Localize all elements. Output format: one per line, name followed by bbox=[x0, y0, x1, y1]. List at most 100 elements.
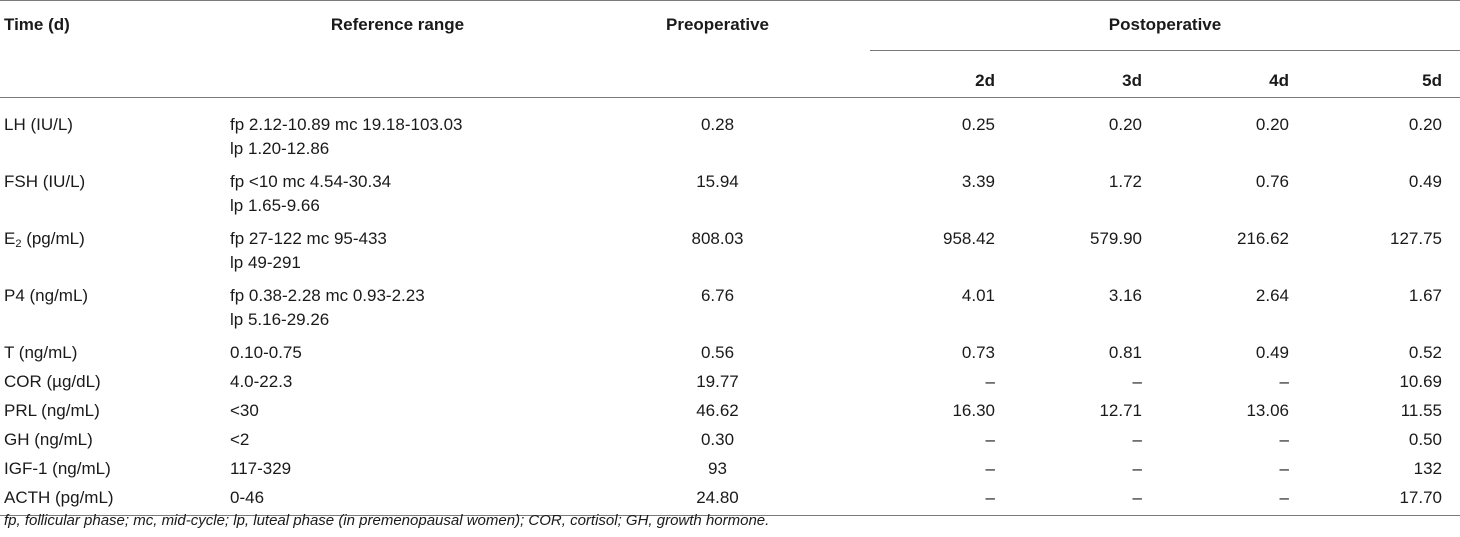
row-reference-range: fp 2.12-10.89 mc 19.18-103.03 lp 1.20-12… bbox=[230, 98, 565, 171]
ref-line: lp 5.16-29.26 bbox=[230, 310, 330, 329]
row-day-2: 16.30 bbox=[952, 401, 995, 420]
row-day-2: – bbox=[870, 486, 1017, 516]
row-preoperative: 24.80 bbox=[565, 486, 870, 516]
row-day-2: – bbox=[985, 459, 995, 478]
row-name: LH (IU/L) bbox=[4, 115, 73, 134]
table-row: COR (µg/dL) 4.0-22.3 19.77 – – – 10.69 bbox=[0, 370, 1460, 399]
name-prefix: E bbox=[4, 229, 16, 248]
row-day-2: 958.42 bbox=[943, 229, 995, 248]
row-day-4: 216.62 bbox=[1237, 229, 1289, 248]
row-day-5: 11.55 bbox=[1400, 401, 1442, 420]
header-preoperative: Preoperative bbox=[565, 0, 870, 51]
row-day-3: 579.90 bbox=[1090, 229, 1142, 248]
header-blank bbox=[230, 50, 565, 98]
row-day-3: 0.81 bbox=[1108, 343, 1142, 362]
row-reference-range: fp 0.38-2.28 mc 0.93-2.23 lp 5.16-29.26 bbox=[230, 284, 565, 341]
row-day-3: – bbox=[1132, 372, 1142, 391]
row-name: GH (ng/mL) bbox=[4, 430, 93, 449]
ref-line: lp 49-291 bbox=[230, 253, 301, 272]
row-day-5: 10.69 bbox=[1399, 372, 1442, 391]
row-day-4: – bbox=[1279, 372, 1289, 391]
ref-line: fp <10 mc 4.54-30.34 bbox=[230, 172, 392, 191]
row-day-4: 0.20 bbox=[1255, 115, 1289, 134]
row-day-5: 0.50 bbox=[1408, 430, 1442, 449]
row-day-4: – bbox=[1279, 459, 1289, 478]
row-day-2: 0.73 bbox=[961, 343, 995, 362]
table-row: FSH (IU/L) fp <10 mc 4.54-30.34 lp 1.65-… bbox=[0, 170, 1460, 227]
row-reference-range: 4.0-22.3 bbox=[230, 372, 293, 391]
header-day-2: 2d bbox=[870, 50, 1017, 98]
row-preoperative: 808.03 bbox=[691, 229, 744, 248]
row-day-3: – bbox=[1132, 459, 1142, 478]
table-footnote: fp, follicular phase; mc, mid-cycle; lp,… bbox=[4, 512, 770, 529]
table-row: GH (ng/mL) <2 0.30 – – – 0.50 bbox=[0, 428, 1460, 457]
header-blank bbox=[565, 50, 870, 98]
row-day-5: 132 bbox=[1413, 459, 1442, 478]
row-reference-range: <30 bbox=[230, 401, 259, 420]
row-day-4: 2.64 bbox=[1255, 286, 1289, 305]
row-name: COR (µg/dL) bbox=[4, 372, 101, 391]
table-row: ACTH (pg/mL) 0-46 24.80 – – – 17.70 bbox=[0, 486, 1460, 516]
header-blank bbox=[0, 50, 230, 98]
ref-line: fp 0.38-2.28 mc 0.93-2.23 bbox=[230, 286, 425, 305]
ref-line: fp 2.12-10.89 mc 19.18-103.03 bbox=[230, 115, 463, 134]
row-day-5: 0.20 bbox=[1408, 115, 1442, 134]
header-time: Time (d) bbox=[0, 0, 230, 51]
row-reference-range: fp 27-122 mc 95-433 lp 49-291 bbox=[230, 227, 565, 284]
row-day-5: 17.70 bbox=[1311, 486, 1460, 516]
row-day-3: 1.72 bbox=[1108, 172, 1142, 191]
row-preoperative: 0.28 bbox=[700, 115, 735, 134]
row-day-3: 12.71 bbox=[1099, 401, 1142, 420]
row-day-2: 4.01 bbox=[961, 286, 995, 305]
row-preoperative: 0.56 bbox=[700, 343, 735, 362]
row-name: P4 (ng/mL) bbox=[4, 286, 89, 305]
header-day-4: 4d bbox=[1164, 50, 1311, 98]
row-day-2: – bbox=[985, 430, 995, 449]
row-preoperative: 0.30 bbox=[700, 430, 735, 449]
header-day-5: 5d bbox=[1311, 50, 1460, 98]
row-reference-range: 0.10-0.75 bbox=[230, 343, 302, 362]
row-reference-range: <2 bbox=[230, 430, 250, 449]
name-suffix: (pg/mL) bbox=[21, 229, 85, 248]
ref-line: fp 27-122 mc 95-433 bbox=[230, 229, 387, 248]
row-reference-range: fp <10 mc 4.54-30.34 lp 1.65-9.66 bbox=[230, 170, 565, 227]
row-name: PRL (ng/mL) bbox=[4, 401, 100, 420]
table-row: LH (IU/L) fp 2.12-10.89 mc 19.18-103.03 … bbox=[0, 98, 1460, 171]
row-day-2: 0.25 bbox=[961, 115, 995, 134]
row-preoperative: 19.77 bbox=[696, 372, 739, 391]
header-day-3: 3d bbox=[1017, 50, 1164, 98]
row-day-3: 3.16 bbox=[1108, 286, 1142, 305]
row-day-3: 0.20 bbox=[1108, 115, 1142, 134]
row-day-3: – bbox=[1132, 430, 1142, 449]
ref-line: lp 1.65-9.66 bbox=[230, 196, 320, 215]
row-preoperative: 6.76 bbox=[700, 286, 735, 305]
row-day-5: 0.49 bbox=[1408, 172, 1442, 191]
name-subscript: 2 bbox=[15, 238, 22, 250]
row-day-2: – bbox=[985, 372, 995, 391]
row-preoperative: 46.62 bbox=[696, 401, 739, 420]
row-day-5: 0.52 bbox=[1408, 343, 1442, 362]
table-row: T (ng/mL) 0.10-0.75 0.56 0.73 0.81 0.49 … bbox=[0, 341, 1460, 370]
row-reference-range: 0-46 bbox=[230, 486, 565, 516]
table-row: E2 (pg/mL) fp 27-122 mc 95-433 lp 49-291… bbox=[0, 227, 1460, 284]
row-name: FSH (IU/L) bbox=[4, 172, 86, 191]
row-day-2: 3.39 bbox=[961, 172, 995, 191]
row-day-4: 0.49 bbox=[1255, 343, 1289, 362]
row-preoperative: 15.94 bbox=[696, 172, 739, 191]
row-day-3: – bbox=[1017, 486, 1164, 516]
row-day-5: 127.75 bbox=[1390, 229, 1442, 248]
row-name: IGF-1 (ng/mL) bbox=[4, 459, 111, 478]
header-row-1: Time (d) Reference range Preoperative Po… bbox=[0, 0, 1460, 51]
row-day-5: 1.67 bbox=[1408, 286, 1442, 305]
row-reference-range: 117-329 bbox=[230, 459, 292, 478]
table-row: IGF-1 (ng/mL) 117-329 93 – – – 132 bbox=[0, 457, 1460, 486]
table-row: PRL (ng/mL) <30 46.62 16.30 12.71 13.06 … bbox=[0, 399, 1460, 428]
row-name: T (ng/mL) bbox=[4, 343, 78, 362]
header-row-2: 2d 3d 4d 5d bbox=[0, 50, 1460, 98]
header-reference-range: Reference range bbox=[230, 0, 565, 51]
row-name: E2 (pg/mL) bbox=[0, 227, 230, 284]
row-day-4: 0.76 bbox=[1255, 172, 1289, 191]
hormone-table: Time (d) Reference range Preoperative Po… bbox=[0, 0, 1460, 516]
row-day-4: 13.06 bbox=[1246, 401, 1289, 420]
